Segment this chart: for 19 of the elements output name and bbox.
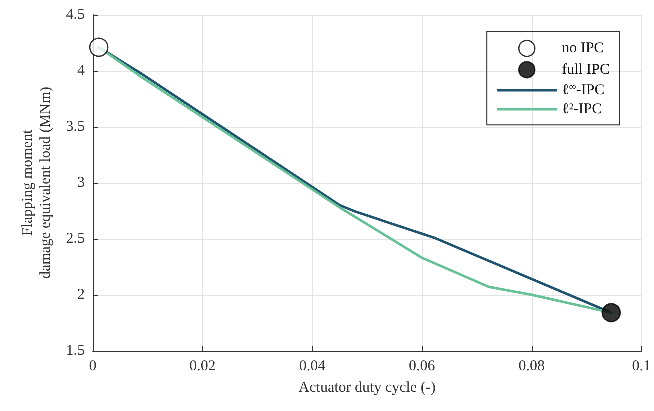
x-tick-label: 0.1 <box>632 358 651 374</box>
y-tick-label: 2 <box>78 287 85 303</box>
legend-label: full IPC <box>562 62 610 78</box>
legend-label: ℓ²-IPC <box>562 102 602 118</box>
legend-label: ℓ∞-IPC <box>562 82 605 99</box>
y-tick-label: 3.5 <box>66 119 85 135</box>
y-tick-label: 4.5 <box>66 7 85 23</box>
x-tick-label: 0.08 <box>518 358 546 374</box>
y-tick-label: 4 <box>78 63 86 79</box>
x-tick-label: 0 <box>89 358 97 374</box>
y-tick-label: 3 <box>78 175 85 191</box>
y-axis-title: Flapping moment damage equivalent load (MNm) <box>20 86 54 280</box>
y-tick-label: 2.5 <box>66 231 85 247</box>
x-tick-label: 0.04 <box>299 358 326 374</box>
x-axis-title: Actuator duty cycle (-) <box>298 380 436 396</box>
x-tick-label: 0.06 <box>409 358 436 374</box>
y-tick-label: 1.5 <box>66 343 85 359</box>
legend-label: no IPC <box>562 40 604 57</box>
x-tick-label: 0.02 <box>190 358 216 374</box>
